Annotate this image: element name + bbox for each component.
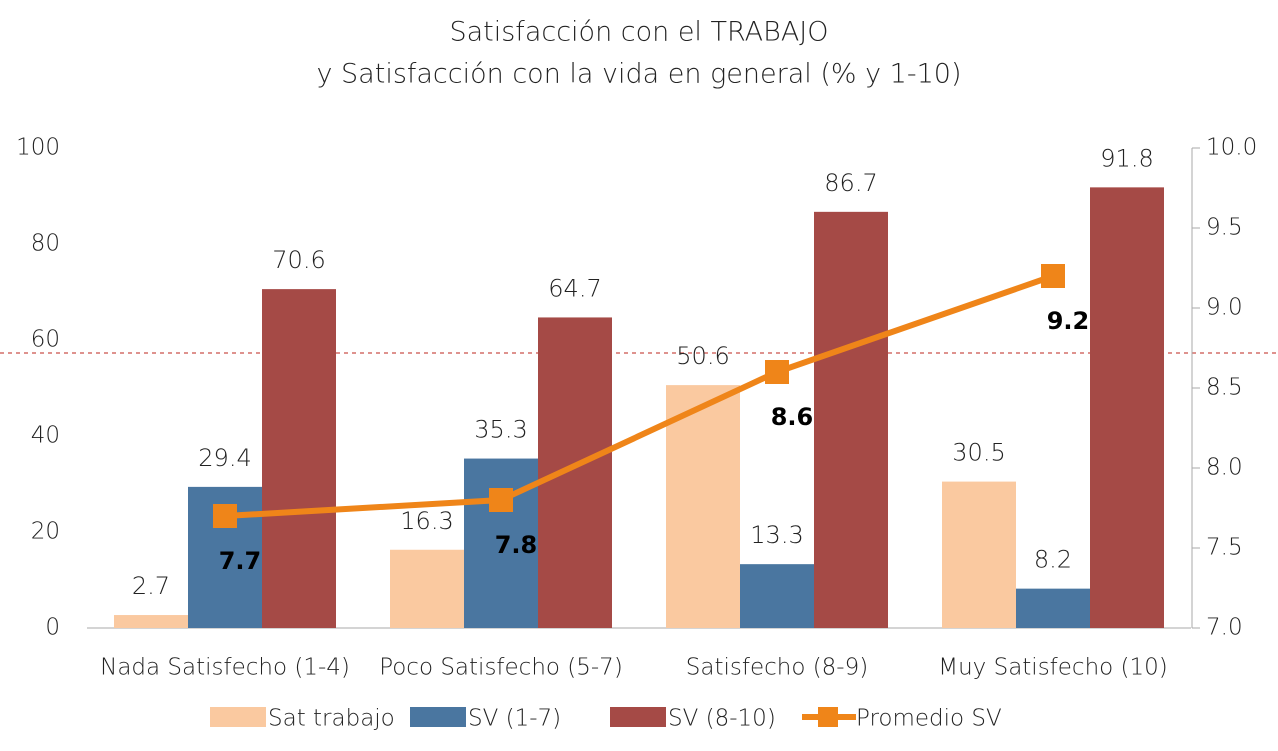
bar	[538, 317, 612, 628]
line-marker	[489, 488, 513, 512]
line-marker	[765, 360, 789, 384]
legend-label: Sat trabajo	[268, 706, 395, 732]
chart-subtitle: y Satisfacción con la vida en general (%…	[316, 59, 961, 90]
bar-value-label: 8.2	[1034, 546, 1072, 574]
bar-value-label: 30.5	[952, 439, 1005, 467]
y2-tick-label: 7.5	[1206, 535, 1243, 561]
y-tick-label: 20	[31, 519, 60, 545]
bar	[740, 564, 814, 628]
bar	[666, 385, 740, 628]
legend-swatch	[818, 707, 838, 727]
y2-tick-label: 8.0	[1206, 455, 1243, 481]
bar-value-label: 50.6	[676, 342, 729, 370]
bar-value-label: 13.3	[750, 521, 803, 549]
chart-title: Satisfacción con el TRABAJO	[449, 17, 828, 48]
y-tick-label: 60	[31, 327, 60, 353]
line-marker	[213, 504, 237, 528]
bar	[390, 549, 464, 628]
legend-swatch	[610, 707, 666, 727]
legend-label: Promedio SV	[856, 706, 1002, 732]
y2-tick-label: 7.0	[1206, 615, 1243, 641]
y2-tick-label: 9.0	[1206, 295, 1243, 321]
bar-value-label: 29.4	[198, 444, 251, 472]
y-tick-label: 0	[45, 615, 60, 641]
bar	[1016, 588, 1090, 628]
x-tick-label: Satisfecho (8-9)	[686, 655, 868, 681]
bar-value-label: 35.3	[474, 416, 527, 444]
legend-swatch	[410, 707, 466, 727]
line-value-label: 8.6	[771, 403, 814, 431]
line	[224, 273, 1054, 519]
bar	[114, 615, 188, 628]
legend-label: SV (1-7)	[468, 706, 561, 732]
bar-value-label: 70.6	[272, 246, 325, 274]
y-tick-label: 40	[31, 423, 60, 449]
y2-tick-label: 8.5	[1206, 375, 1243, 401]
y-tick-label: 100	[16, 135, 60, 161]
x-tick-label: Nada Satisfecho (1-4)	[100, 655, 350, 681]
bar	[262, 289, 336, 628]
line-marker	[1041, 264, 1065, 288]
line-value-label: 7.7	[219, 547, 262, 575]
bar-value-label: 91.8	[1100, 144, 1153, 172]
bar-value-label: 86.7	[824, 169, 877, 197]
line-value-label: 9.2	[1047, 307, 1090, 335]
y2-tick-label: 9.5	[1206, 215, 1243, 241]
bar-value-label: 64.7	[548, 274, 601, 302]
y2-tick-label: 10.0	[1206, 135, 1257, 161]
line-value-label: 7.8	[495, 531, 538, 559]
legend-label: SV (8-10)	[668, 706, 776, 732]
x-tick-label: Poco Satisfecho (5-7)	[379, 655, 623, 681]
bar-value-label: 2.7	[132, 572, 170, 600]
bar	[942, 481, 1016, 628]
bar	[1090, 187, 1164, 629]
bar	[814, 211, 888, 628]
legend-swatch	[210, 707, 266, 727]
y-tick-label: 80	[31, 231, 60, 257]
x-tick-label: Muy Satisfecho (10)	[938, 655, 1168, 681]
bar-value-label: 16.3	[400, 507, 453, 535]
